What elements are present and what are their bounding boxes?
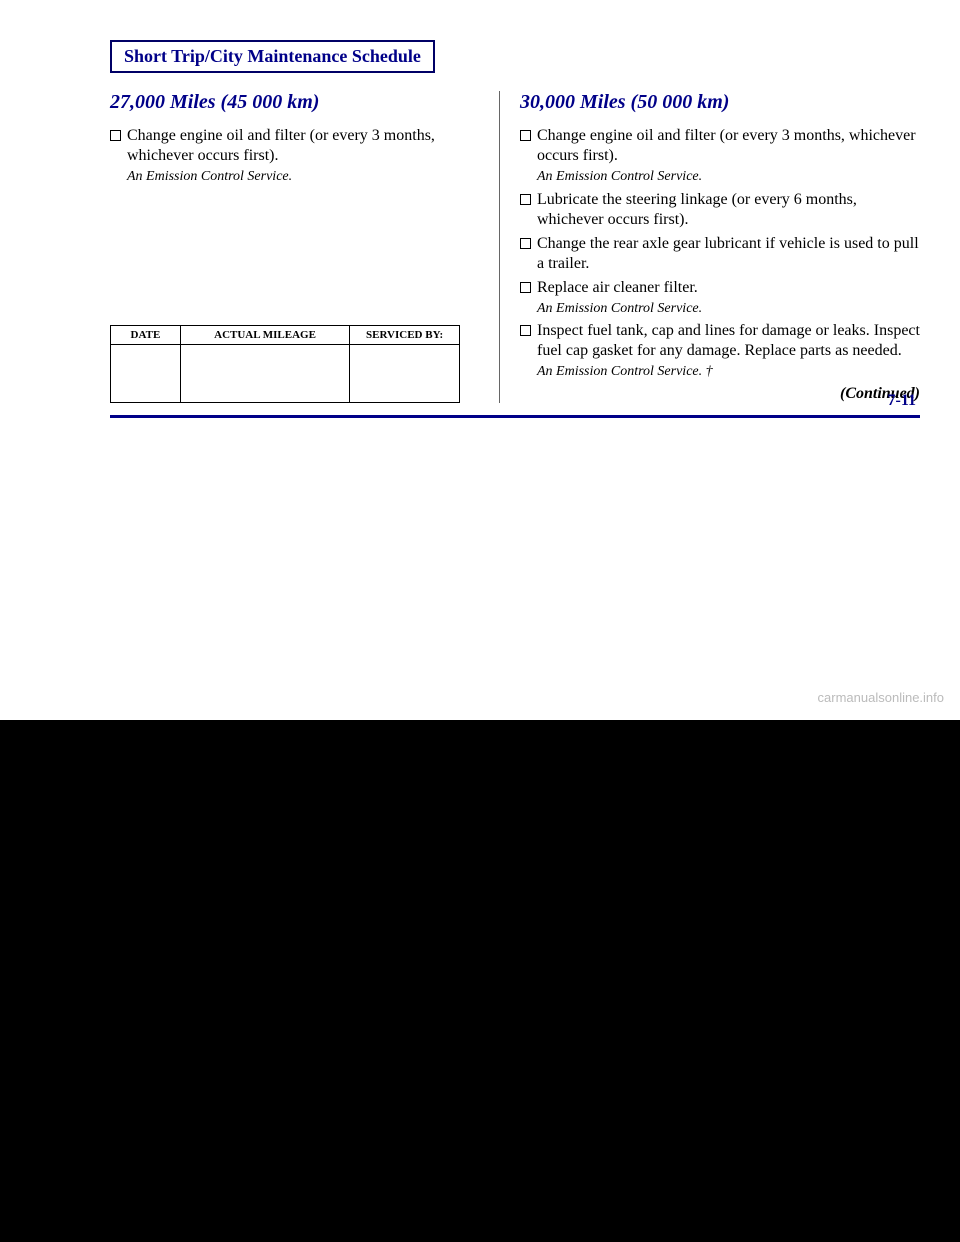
item-text: Change engine oil and filter (or every 3… <box>537 127 916 164</box>
item-text: Inspect fuel tank, cap and lines for dam… <box>537 322 920 359</box>
footer-rule <box>110 415 920 418</box>
watermark: carmanualsonline.info <box>818 690 944 705</box>
item-body: Lubricate the steering linkage (or every… <box>537 190 920 230</box>
check-item: Change engine oil and filter (or every 3… <box>110 126 479 186</box>
check-item: Replace air cleaner filter. An Emission … <box>520 278 920 318</box>
table-cell <box>350 344 460 402</box>
spacer <box>110 190 479 317</box>
emission-note: An Emission Control Service. † <box>537 363 920 381</box>
content-area: Short Trip/City Maintenance Schedule 27,… <box>110 40 950 418</box>
item-text: Change engine oil and filter (or every 3… <box>127 127 435 164</box>
item-text: Replace air cleaner filter. <box>537 279 698 296</box>
check-item: Lubricate the steering linkage (or every… <box>520 190 920 230</box>
emission-note: An Emission Control Service. <box>537 168 920 186</box>
page-number: 7-11 <box>888 392 916 410</box>
checkbox-icon <box>520 282 531 293</box>
item-body: Inspect fuel tank, cap and lines for dam… <box>537 321 920 381</box>
emission-note: An Emission Control Service. <box>127 168 479 186</box>
mileage-heading-right: 30,000 Miles (50 000 km) <box>520 91 920 114</box>
table-header-serviced: SERVICED BY: <box>350 325 460 344</box>
checkbox-icon <box>520 325 531 336</box>
item-body: Change engine oil and filter (or every 3… <box>127 126 479 186</box>
checkbox-icon <box>110 130 121 141</box>
columns: 27,000 Miles (45 000 km) Change engine o… <box>110 91 950 403</box>
checkbox-icon <box>520 194 531 205</box>
right-column: 30,000 Miles (50 000 km) Change engine o… <box>500 91 920 403</box>
check-item: Change engine oil and filter (or every 3… <box>520 126 920 186</box>
table-row <box>111 344 460 402</box>
emission-note: An Emission Control Service. <box>537 300 702 318</box>
item-body: Replace air cleaner filter. An Emission … <box>537 278 702 318</box>
checkbox-icon <box>520 238 531 249</box>
left-column: 27,000 Miles (45 000 km) Change engine o… <box>110 91 500 403</box>
item-text: Change the rear axle gear lubricant if v… <box>537 235 919 272</box>
table-cell <box>111 344 181 402</box>
page: Short Trip/City Maintenance Schedule 27,… <box>0 0 960 720</box>
continued-label: (Continued) <box>520 385 920 403</box>
table-header-date: DATE <box>111 325 181 344</box>
checkbox-icon <box>520 130 531 141</box>
section-title: Short Trip/City Maintenance Schedule <box>110 40 435 73</box>
item-body: Change the rear axle gear lubricant if v… <box>537 234 920 274</box>
item-text: Lubricate the steering linkage (or every… <box>537 191 857 228</box>
item-body: Change engine oil and filter (or every 3… <box>537 126 920 186</box>
table-cell <box>180 344 349 402</box>
check-item: Change the rear axle gear lubricant if v… <box>520 234 920 274</box>
check-item: Inspect fuel tank, cap and lines for dam… <box>520 321 920 381</box>
table-header-mileage: ACTUAL MILEAGE <box>180 325 349 344</box>
mileage-heading-left: 27,000 Miles (45 000 km) <box>110 91 479 114</box>
service-record-table: DATE ACTUAL MILEAGE SERVICED BY: <box>110 325 460 403</box>
